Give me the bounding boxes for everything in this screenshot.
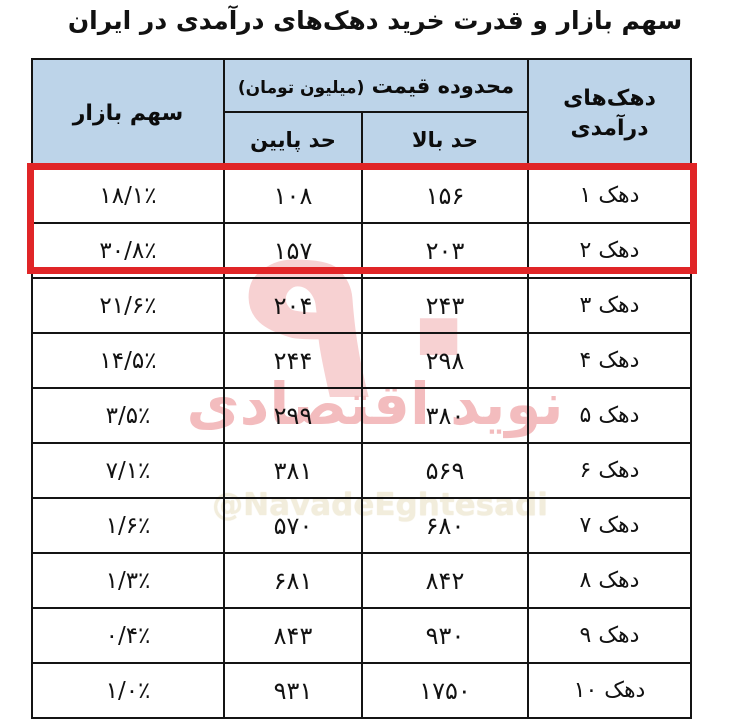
cell-upper-limit: ۹۳۰ xyxy=(361,607,529,664)
cell-market-share: ۰/۴٪ xyxy=(31,607,225,664)
cell-income-decile: دهک ۷ xyxy=(527,497,692,554)
cell-market-share: ۳/۵٪ xyxy=(31,387,225,444)
table-row: دهک ۹ ۹۳۰ ۸۴۳ ۰/۴٪ xyxy=(31,607,692,664)
cell-upper-limit: ۱۵۶ xyxy=(361,167,529,224)
table-body: دهک ۱ ۱۵۶ ۱۰۸ ۱۸/۱٪ دهک ۲ ۲۰۳ ۱۵۷ ۳۰/۸٪ دهک ۳ ۲۴۳… xyxy=(31,167,692,719)
market-share-table: دهک‌های درآمدی محدوده قیمت (میلیون تومان… xyxy=(31,58,692,719)
cell-lower-limit: ۹۳۱ xyxy=(223,662,363,719)
table-row: دهک ۱۰ ۱۷۵۰ ۹۳۱ ۱/۰٪ xyxy=(31,662,692,719)
cell-income-decile: دهک ۳ xyxy=(527,277,692,334)
table-row: دهک ۷ ۶۸۰ ۵۷۰ ۱/۶٪ xyxy=(31,497,692,554)
cell-income-decile: دهک ۵ xyxy=(527,387,692,444)
cell-lower-limit: ۱۵۷ xyxy=(223,222,363,279)
cell-income-decile: دهک ۱ xyxy=(527,167,692,224)
cell-income-decile: دهک ۸ xyxy=(527,552,692,609)
header-lower-limit: حد پایین xyxy=(223,111,363,169)
table-row: دهک ۱ ۱۵۶ ۱۰۸ ۱۸/۱٪ xyxy=(31,167,692,224)
header-income-decile-line1: دهک‌های xyxy=(563,86,656,112)
header-income-decile: دهک‌های درآمدی xyxy=(527,58,692,169)
cell-lower-limit: ۲۴۴ xyxy=(223,332,363,389)
cell-market-share: ۱۴/۵٪ xyxy=(31,332,225,389)
cell-lower-limit: ۵۷۰ xyxy=(223,497,363,554)
page-title: سهم بازار و قدرت خرید دهک‌های درآمدی در … xyxy=(67,6,683,35)
table-row: دهک ۸ ۸۴۲ ۶۸۱ ۱/۳٪ xyxy=(31,552,692,609)
header-income-decile-line2: درآمدی xyxy=(570,115,649,141)
cell-market-share: ۱/۰٪ xyxy=(31,662,225,719)
cell-income-decile: دهک ۴ xyxy=(527,332,692,389)
table-row: دهک ۶ ۵۶۹ ۳۸۱ ۷/۱٪ xyxy=(31,442,692,499)
cell-upper-limit: ۱۷۵۰ xyxy=(361,662,529,719)
table-header: دهک‌های درآمدی محدوده قیمت (میلیون تومان… xyxy=(31,58,692,169)
header-price-range-main: محدوده قیمت xyxy=(371,73,515,98)
cell-lower-limit: ۲۰۴ xyxy=(223,277,363,334)
cell-income-decile: دهک ۲ xyxy=(527,222,692,279)
header-row-2: حد بالا حد پایین xyxy=(32,111,691,169)
cell-upper-limit: ۲۹۸ xyxy=(361,332,529,389)
cell-lower-limit: ۸۴۳ xyxy=(223,607,363,664)
table-row: دهک ۵ ۳۸۰ ۲۹۹ ۳/۵٪ xyxy=(31,387,692,444)
cell-lower-limit: ۶۸۱ xyxy=(223,552,363,609)
cell-lower-limit: ۱۰۸ xyxy=(223,167,363,224)
table-row: دهک ۳ ۲۴۳ ۲۰۴ ۲۱/۶٪ xyxy=(31,277,692,334)
header-price-range-unit: (میلیون تومان) xyxy=(237,77,365,98)
header-upper-limit: حد بالا xyxy=(361,111,529,169)
cell-upper-limit: ۳۸۰ xyxy=(361,387,529,444)
cell-lower-limit: ۳۸۱ xyxy=(223,442,363,499)
header-row-1: دهک‌های درآمدی محدوده قیمت (میلیون تومان… xyxy=(31,58,692,169)
cell-lower-limit: ۲۹۹ xyxy=(223,387,363,444)
cell-income-decile: دهک ۱۰ xyxy=(527,662,692,719)
cell-upper-limit: ۲۰۳ xyxy=(361,222,529,279)
cell-upper-limit: ۶۸۰ xyxy=(361,497,529,554)
cell-market-share: ۷/۱٪ xyxy=(31,442,225,499)
cell-upper-limit: ۲۴۳ xyxy=(361,277,529,334)
table-row: دهک ۲ ۲۰۳ ۱۵۷ ۳۰/۸٪ xyxy=(31,222,692,279)
cell-upper-limit: ۵۶۹ xyxy=(361,442,529,499)
header-price-range: محدوده قیمت (میلیون تومان) xyxy=(223,58,529,113)
cell-market-share: ۱/۳٪ xyxy=(31,552,225,609)
header-market-share: سهم بازار xyxy=(31,58,225,169)
cell-income-decile: دهک ۹ xyxy=(527,607,692,664)
cell-market-share: ۲۱/۶٪ xyxy=(31,277,225,334)
data-table-container: دهک‌های درآمدی محدوده قیمت (میلیون تومان… xyxy=(31,58,692,719)
cell-upper-limit: ۸۴۲ xyxy=(361,552,529,609)
table-row: دهک ۴ ۲۹۸ ۲۴۴ ۱۴/۵٪ xyxy=(31,332,692,389)
cell-market-share: ۱۸/۱٪ xyxy=(31,167,225,224)
cell-market-share: ۱/۶٪ xyxy=(31,497,225,554)
cell-market-share: ۳۰/۸٪ xyxy=(31,222,225,279)
cell-income-decile: دهک ۶ xyxy=(527,442,692,499)
